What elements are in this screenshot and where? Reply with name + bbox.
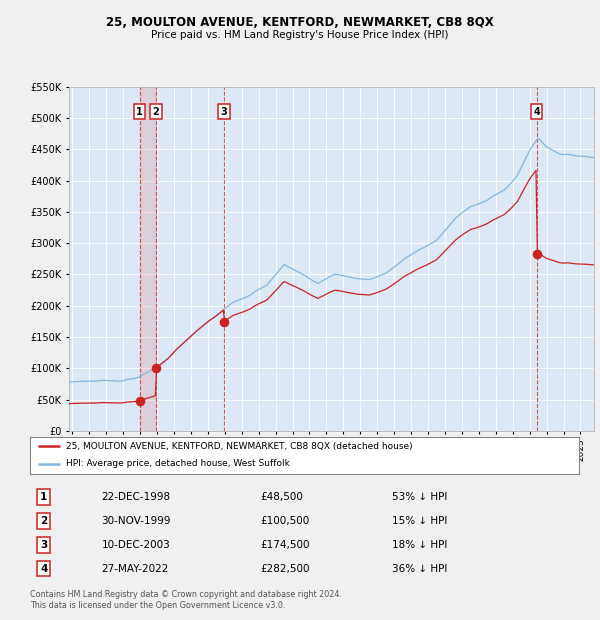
Text: 27-MAY-2022: 27-MAY-2022 bbox=[101, 564, 169, 574]
Text: 18% ↓ HPI: 18% ↓ HPI bbox=[392, 539, 448, 550]
Text: 25, MOULTON AVENUE, KENTFORD, NEWMARKET, CB8 8QX: 25, MOULTON AVENUE, KENTFORD, NEWMARKET,… bbox=[106, 16, 494, 29]
Text: 4: 4 bbox=[40, 564, 47, 574]
Text: 4: 4 bbox=[533, 107, 540, 117]
Text: Contains HM Land Registry data © Crown copyright and database right 2024.
This d: Contains HM Land Registry data © Crown c… bbox=[30, 590, 342, 609]
Text: 3: 3 bbox=[40, 539, 47, 550]
Text: HPI: Average price, detached house, West Suffolk: HPI: Average price, detached house, West… bbox=[65, 459, 290, 468]
Text: Price paid vs. HM Land Registry's House Price Index (HPI): Price paid vs. HM Land Registry's House … bbox=[151, 30, 449, 40]
Point bbox=[219, 317, 229, 327]
Text: £100,500: £100,500 bbox=[260, 516, 310, 526]
Text: 53% ↓ HPI: 53% ↓ HPI bbox=[392, 492, 448, 502]
Bar bbox=[140, 87, 156, 431]
Text: 22-DEC-1998: 22-DEC-1998 bbox=[101, 492, 170, 502]
Text: 25, MOULTON AVENUE, KENTFORD, NEWMARKET, CB8 8QX (detached house): 25, MOULTON AVENUE, KENTFORD, NEWMARKET,… bbox=[65, 442, 412, 451]
Text: 1: 1 bbox=[40, 492, 47, 502]
Text: 2: 2 bbox=[152, 107, 159, 117]
Point bbox=[151, 363, 161, 373]
Text: 36% ↓ HPI: 36% ↓ HPI bbox=[392, 564, 448, 574]
Text: 15% ↓ HPI: 15% ↓ HPI bbox=[392, 516, 448, 526]
Text: £48,500: £48,500 bbox=[260, 492, 304, 502]
Text: 3: 3 bbox=[221, 107, 227, 117]
Text: £282,500: £282,500 bbox=[260, 564, 310, 574]
Text: 2: 2 bbox=[40, 516, 47, 526]
Point bbox=[135, 396, 145, 405]
Text: 1: 1 bbox=[136, 107, 143, 117]
Text: £174,500: £174,500 bbox=[260, 539, 310, 550]
Text: 10-DEC-2003: 10-DEC-2003 bbox=[101, 539, 170, 550]
Text: 30-NOV-1999: 30-NOV-1999 bbox=[101, 516, 171, 526]
Point bbox=[532, 249, 541, 259]
